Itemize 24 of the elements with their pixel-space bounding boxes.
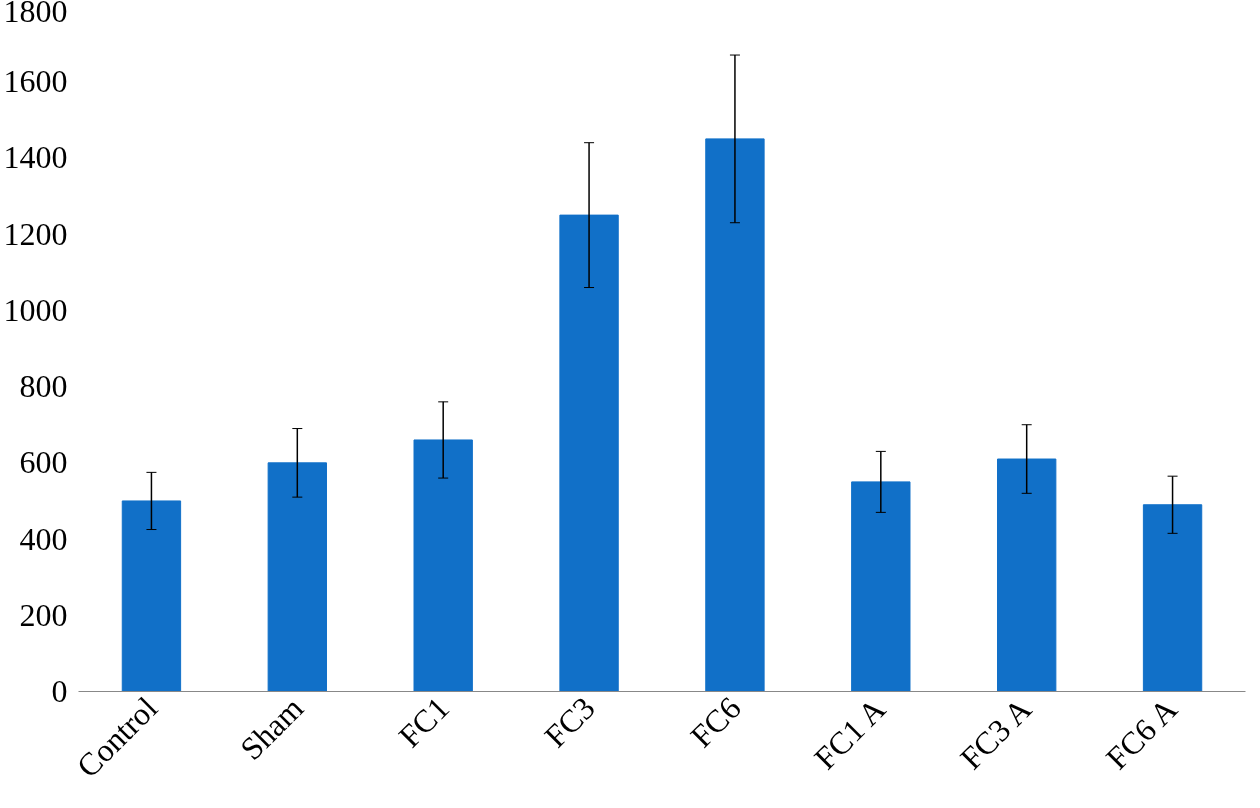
y-tick-label: 200 bbox=[19, 596, 68, 633]
bar bbox=[851, 481, 911, 692]
bar bbox=[997, 458, 1057, 692]
y-tick-label: 1600 bbox=[3, 63, 68, 100]
y-tick-label: 600 bbox=[19, 444, 68, 481]
y-tick-label: 400 bbox=[19, 520, 68, 557]
bar bbox=[559, 214, 619, 692]
y-tick-label: 1400 bbox=[3, 139, 68, 176]
x-tick-label: FC1 bbox=[391, 689, 456, 755]
y-tick-label: 800 bbox=[19, 368, 68, 405]
x-tick-label: FC6 bbox=[683, 689, 748, 755]
y-tick-label: 1000 bbox=[3, 291, 68, 328]
bar bbox=[705, 138, 765, 692]
bar bbox=[121, 500, 182, 692]
bar bbox=[1142, 504, 1203, 692]
x-tick-label: FC3 bbox=[537, 689, 602, 755]
bar bbox=[267, 462, 327, 692]
y-tick-label: 0 bbox=[51, 673, 68, 709]
y-tick-label: 1200 bbox=[3, 215, 68, 252]
y-tick-label: 1800 bbox=[3, 0, 68, 29]
x-tick-label: FC1 A bbox=[807, 691, 893, 777]
bar bbox=[413, 439, 473, 692]
x-tick-label: FC3 A bbox=[952, 691, 1039, 777]
x-tick-label: FC6 A bbox=[1098, 691, 1185, 777]
